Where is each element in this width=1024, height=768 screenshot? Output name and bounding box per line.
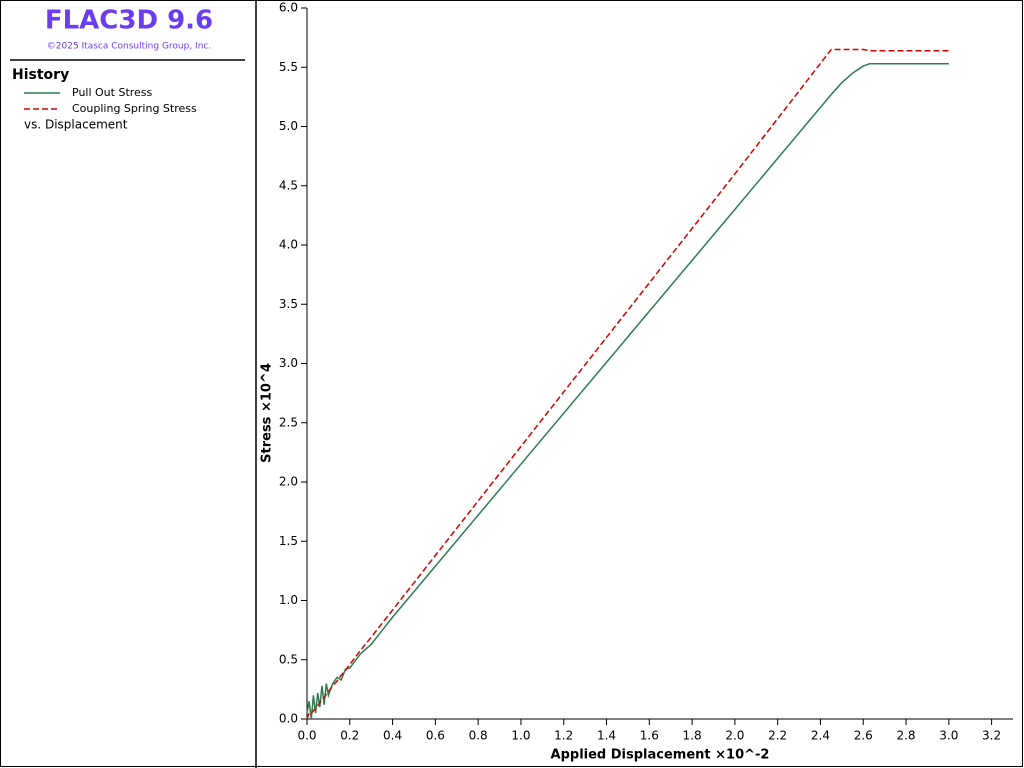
x-tick-label: 3.0 [939, 729, 958, 743]
y-tick-label: 5.5 [279, 60, 298, 74]
series-line [306, 48, 949, 720]
y-tick-label: 4.5 [279, 178, 298, 192]
x-tick-label: 1.6 [640, 729, 659, 743]
x-tick-label: 1.4 [597, 729, 616, 743]
y-tick-label: 2.0 [279, 475, 298, 489]
y-tick-label: 4.0 [279, 238, 298, 252]
x-tick-label: 2.2 [768, 729, 787, 743]
x-tick-label: 2.6 [854, 729, 873, 743]
x-tick-label: 0.4 [383, 729, 402, 743]
y-tick-label: 3.0 [279, 356, 298, 370]
copyright: ©2025 Itasca Consulting Group, Inc. [47, 42, 211, 52]
x-tick-label: 0.8 [469, 729, 488, 743]
x-tick-label: 1.2 [554, 729, 573, 743]
x-tick-label: 0.0 [297, 729, 316, 743]
y-tick-label: 2.5 [279, 415, 298, 429]
legend-label: Coupling Spring Stress [72, 102, 197, 115]
x-axis-label: Applied Displacement ×10^-2 [551, 748, 770, 763]
x-tick-label: 1.0 [511, 729, 530, 743]
y-axis-label: Stress ×10^4 [260, 363, 275, 463]
legend-note: vs. Displacement [24, 118, 128, 132]
x-tick-label: 2.0 [725, 729, 744, 743]
y-tick-label: 6.0 [279, 1, 298, 15]
x-tick-label: 1.8 [683, 729, 702, 743]
x-tick-label: 0.6 [426, 729, 445, 743]
x-tick-label: 3.2 [982, 729, 1001, 743]
y-tick-label: 3.5 [279, 297, 298, 311]
y-tick-label: 1.0 [279, 593, 298, 607]
x-tick-label: 0.2 [340, 729, 359, 743]
x-tick-label: 2.8 [896, 729, 915, 743]
y-tick-label: 0.0 [279, 712, 298, 726]
legend-title: History [12, 67, 69, 83]
y-tick-label: 0.5 [279, 652, 298, 666]
y-tick-label: 1.5 [279, 534, 298, 548]
series-line [306, 62, 949, 720]
x-tick-label: 2.4 [811, 729, 830, 743]
app-title: FLAC3D 9.6 [45, 6, 213, 36]
y-tick-label: 5.0 [279, 119, 298, 133]
legend-label: Pull Out Stress [72, 86, 153, 99]
